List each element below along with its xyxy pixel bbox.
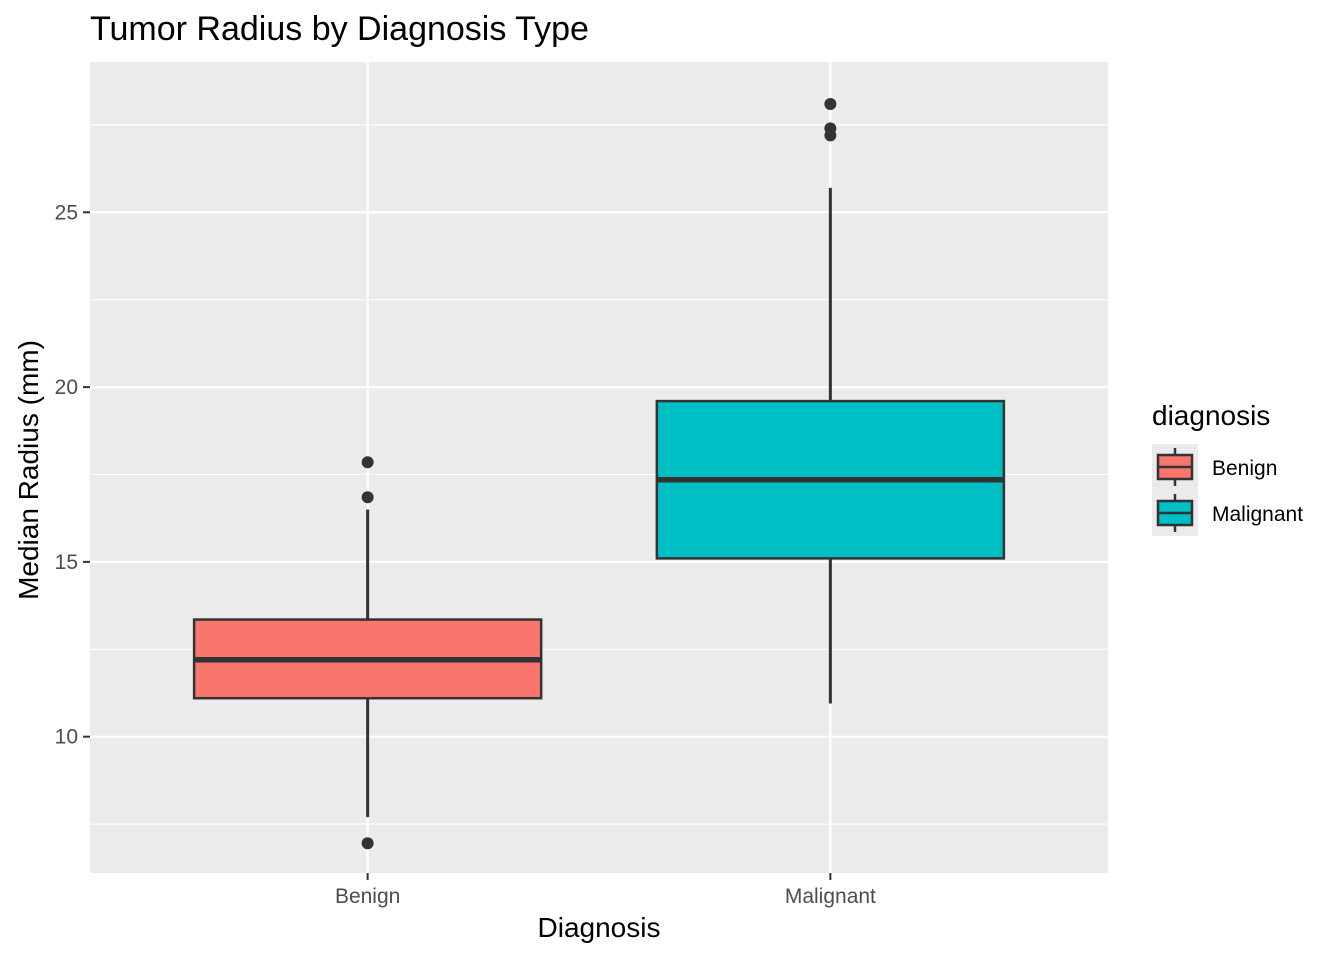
- x-tick-label: Malignant: [785, 885, 876, 908]
- legend: diagnosis Benign Malignant: [1152, 400, 1303, 536]
- y-tick-label: 20: [55, 376, 78, 399]
- outlier-point: [361, 837, 374, 850]
- legend-title: diagnosis: [1152, 400, 1270, 431]
- y-tick-label: 15: [55, 551, 78, 574]
- box-malignant: [655, 97, 1006, 704]
- legend-label: Benign: [1212, 457, 1277, 480]
- x-axis-title: Diagnosis: [538, 912, 661, 943]
- y-axis-title: Median Radius (mm): [13, 340, 44, 600]
- axes: 10 15 20 25 Benign Malignant: [55, 201, 876, 908]
- y-tick-label: 10: [55, 726, 78, 749]
- outlier-point: [361, 491, 374, 504]
- outlier-point: [361, 456, 374, 469]
- legend-key-malignant: [1152, 490, 1198, 536]
- outlier-point: [824, 122, 837, 135]
- legend-label: Malignant: [1212, 503, 1303, 526]
- box-series: [192, 97, 1006, 850]
- legend-key-benign: [1152, 444, 1198, 490]
- chart-title: Tumor Radius by Diagnosis Type: [90, 10, 589, 48]
- x-tick-label: Benign: [335, 885, 400, 908]
- box-benign: [192, 456, 543, 850]
- y-tick-label: 25: [55, 201, 78, 224]
- outlier-point: [824, 97, 837, 110]
